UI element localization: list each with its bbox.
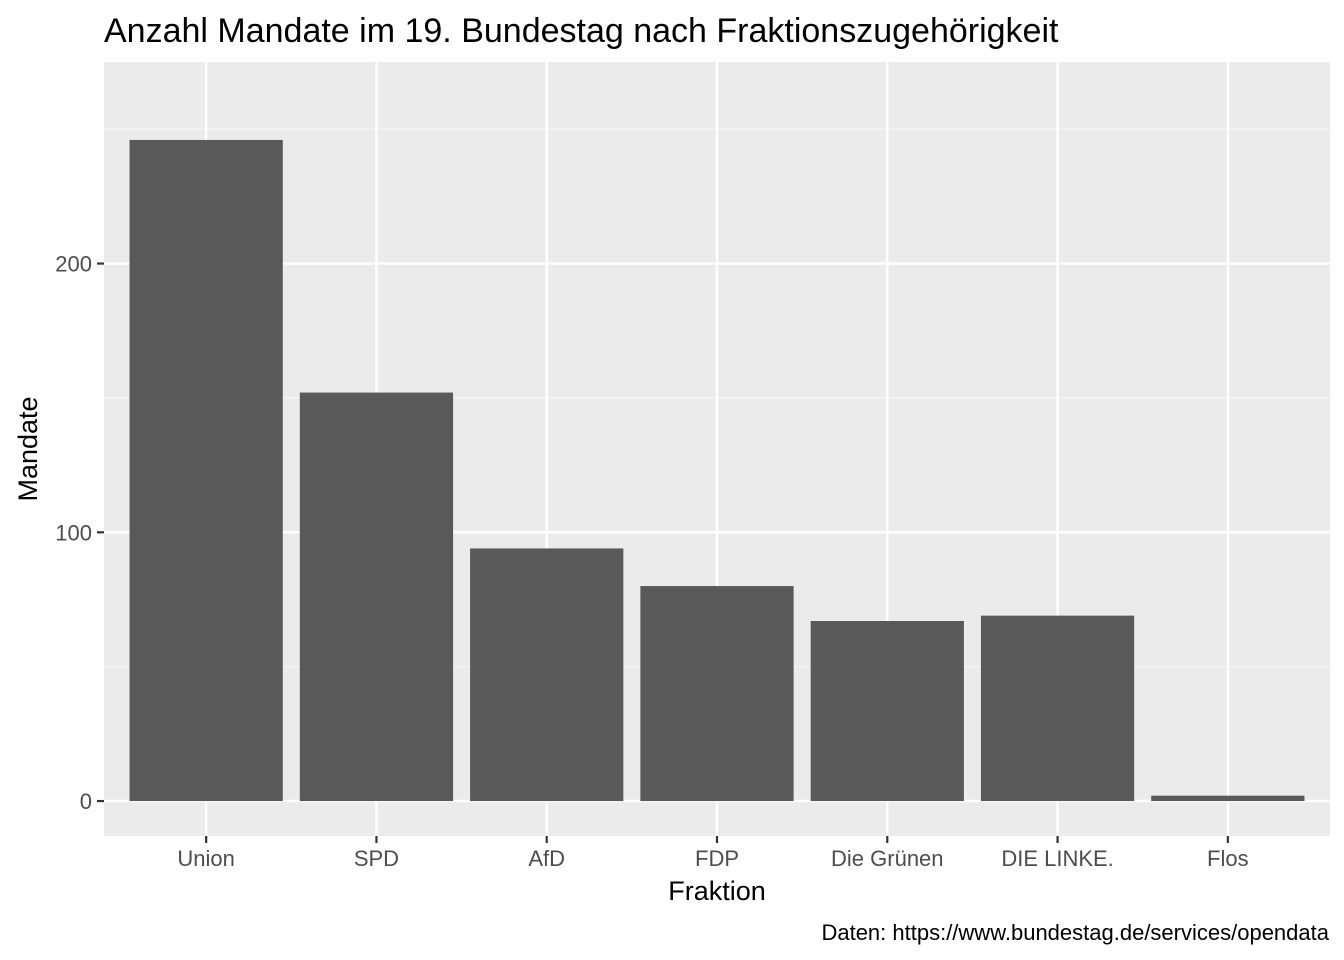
y-tick-label: 100 (55, 520, 92, 545)
y-axis-title: Mandate (13, 396, 43, 501)
bars (129, 139, 1305, 802)
bar-die-grünen (810, 621, 964, 802)
bar-spd (299, 392, 454, 802)
x-tick-label: Flos (1207, 846, 1249, 871)
bar-die-linke (980, 615, 1135, 802)
bar-union (129, 139, 283, 802)
x-tick-label: DIE LINKE. (1001, 846, 1113, 871)
x-tick-label: Die Grünen (831, 846, 944, 871)
x-tick-label: AfD (528, 846, 565, 871)
bar-fdp (640, 586, 794, 802)
chart-caption: Daten: https://www.bundestag.de/services… (821, 920, 1329, 945)
y-tick-label: 200 (55, 252, 92, 277)
x-tick-label: SPD (354, 846, 399, 871)
y-axis-ticks: 0 100 200 (55, 252, 104, 814)
x-axis-title: Fraktion (668, 876, 766, 906)
x-axis-ticks: Union SPD AfD FDP Die Grünen DIE LINKE. Flos (177, 836, 1249, 871)
y-tick-label: 0 (80, 789, 92, 814)
x-tick-label: Union (177, 846, 234, 871)
bar-afd (470, 548, 624, 802)
x-tick-label: FDP (695, 846, 739, 871)
chart-title: Anzahl Mandate im 19. Bundestag nach Fra… (104, 12, 1059, 50)
bar-flos (1151, 795, 1305, 802)
